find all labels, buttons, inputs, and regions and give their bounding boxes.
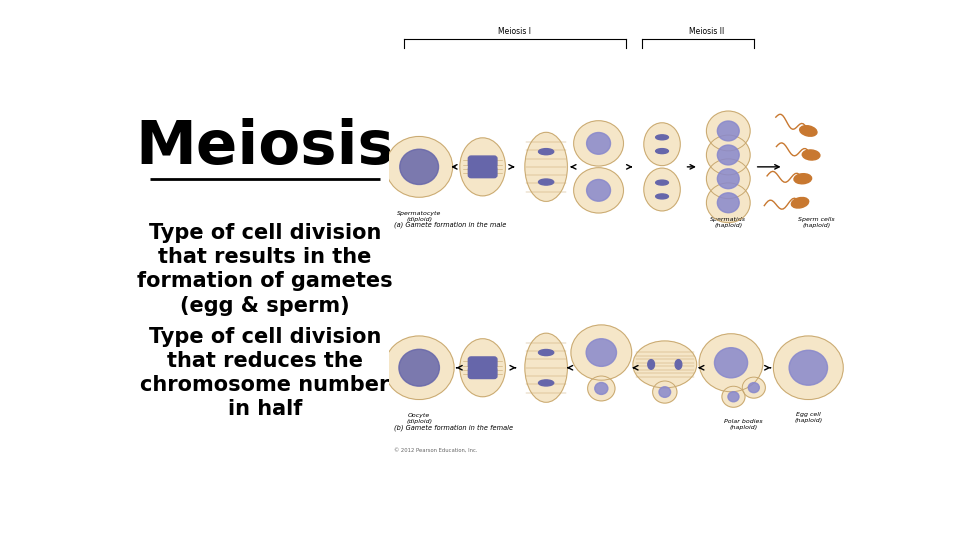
Text: Oocyte
(diploid): Oocyte (diploid) xyxy=(406,414,432,424)
Ellipse shape xyxy=(656,194,668,199)
Circle shape xyxy=(595,382,608,394)
Circle shape xyxy=(659,387,671,397)
Circle shape xyxy=(384,336,454,400)
Circle shape xyxy=(707,135,750,175)
Ellipse shape xyxy=(656,148,668,153)
Ellipse shape xyxy=(525,333,567,402)
Text: Sperm cells
(haploid): Sperm cells (haploid) xyxy=(799,217,835,228)
Text: chromosome number: chromosome number xyxy=(140,375,390,395)
Circle shape xyxy=(748,382,759,393)
Circle shape xyxy=(399,349,440,386)
FancyBboxPatch shape xyxy=(468,156,497,168)
Text: in half: in half xyxy=(228,400,302,420)
Text: Spermatids
(haploid): Spermatids (haploid) xyxy=(710,217,746,228)
Circle shape xyxy=(717,121,739,141)
Ellipse shape xyxy=(644,123,681,166)
Circle shape xyxy=(587,339,616,366)
Circle shape xyxy=(571,325,632,380)
Ellipse shape xyxy=(460,339,505,397)
Ellipse shape xyxy=(539,349,554,355)
Ellipse shape xyxy=(460,138,505,196)
Text: Meiosis I: Meiosis I xyxy=(498,28,531,36)
Text: (egg & sperm): (egg & sperm) xyxy=(180,295,349,315)
Ellipse shape xyxy=(648,360,655,369)
Circle shape xyxy=(574,121,623,166)
Ellipse shape xyxy=(539,179,554,185)
Ellipse shape xyxy=(539,148,554,154)
Text: that results in the: that results in the xyxy=(158,247,372,267)
Text: (a) Gamete formation in the male: (a) Gamete formation in the male xyxy=(395,221,507,228)
FancyBboxPatch shape xyxy=(468,367,497,379)
Ellipse shape xyxy=(656,180,668,185)
Text: Polar bodies
(haploid): Polar bodies (haploid) xyxy=(724,419,762,430)
Circle shape xyxy=(717,169,739,188)
Text: formation of gametes: formation of gametes xyxy=(137,272,393,292)
Ellipse shape xyxy=(525,132,567,201)
Text: Spermatocyte
(diploid): Spermatocyte (diploid) xyxy=(397,211,442,222)
Circle shape xyxy=(714,348,748,378)
Ellipse shape xyxy=(644,168,681,211)
Circle shape xyxy=(574,168,623,213)
Circle shape xyxy=(399,149,439,185)
Circle shape xyxy=(699,334,763,392)
Text: © 2012 Pearson Education, Inc.: © 2012 Pearson Education, Inc. xyxy=(395,447,478,453)
Circle shape xyxy=(653,381,677,403)
Ellipse shape xyxy=(633,341,697,388)
Text: that reduces the: that reduces the xyxy=(167,351,363,372)
Circle shape xyxy=(789,350,828,385)
Circle shape xyxy=(742,377,765,398)
Text: Egg cell
(haploid): Egg cell (haploid) xyxy=(794,413,823,423)
Circle shape xyxy=(722,386,745,407)
Circle shape xyxy=(728,392,739,402)
Circle shape xyxy=(587,132,611,154)
Circle shape xyxy=(588,376,615,401)
Ellipse shape xyxy=(794,174,811,184)
FancyBboxPatch shape xyxy=(468,357,497,369)
Circle shape xyxy=(717,145,739,165)
Circle shape xyxy=(774,336,843,400)
Circle shape xyxy=(707,159,750,199)
FancyBboxPatch shape xyxy=(468,166,497,178)
Text: Type of cell division: Type of cell division xyxy=(149,327,381,347)
Ellipse shape xyxy=(791,198,808,208)
Ellipse shape xyxy=(539,380,554,386)
Circle shape xyxy=(707,183,750,222)
Ellipse shape xyxy=(675,360,682,369)
Circle shape xyxy=(386,137,452,197)
Circle shape xyxy=(587,179,611,201)
Text: Meiosis II: Meiosis II xyxy=(688,28,724,36)
Ellipse shape xyxy=(803,150,820,160)
Circle shape xyxy=(717,193,739,213)
Text: (b) Gamete formation in the female: (b) Gamete formation in the female xyxy=(395,425,514,431)
Text: Meiosis: Meiosis xyxy=(135,118,395,178)
Text: Type of cell division: Type of cell division xyxy=(149,223,381,243)
Ellipse shape xyxy=(800,126,817,136)
Circle shape xyxy=(707,111,750,151)
Ellipse shape xyxy=(656,135,668,140)
